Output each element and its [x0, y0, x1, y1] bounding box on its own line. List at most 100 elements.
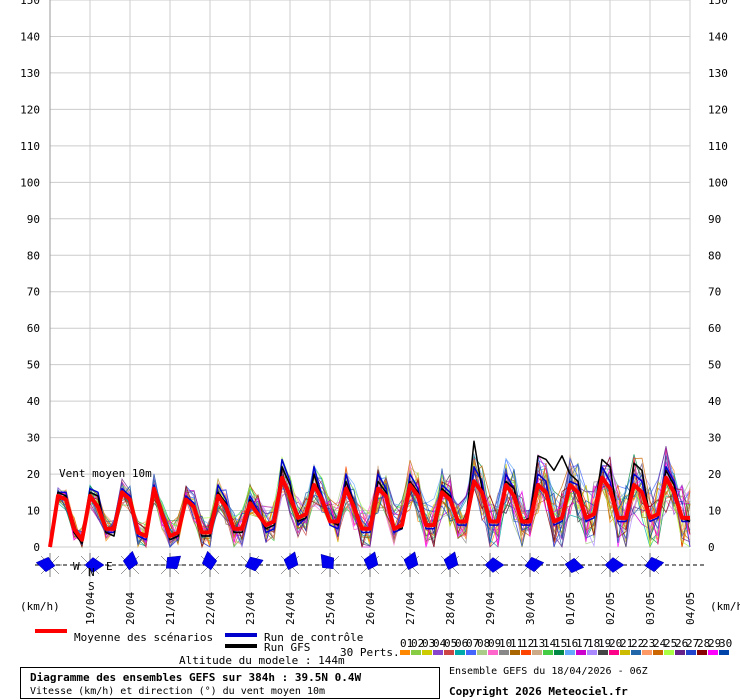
x-tick-label: 02/05: [604, 592, 617, 625]
pert-legend-swatch: [455, 650, 465, 655]
series-line: [48, 475, 690, 548]
x-tick-label: 24/04: [284, 592, 297, 625]
y-tick-label: 10: [27, 505, 40, 518]
wind-rose: [358, 551, 382, 577]
legend-gfs-swatch: [225, 644, 257, 648]
y-tick-label: 110: [708, 140, 728, 153]
pert-legend-label: 12: [521, 637, 534, 650]
pert-legend-swatch: [576, 650, 586, 655]
wind-rose: [238, 553, 264, 577]
pert-legend-swatch: [444, 650, 454, 655]
y-tick-label: 80: [708, 249, 721, 262]
pert-legend-swatch: [587, 650, 597, 655]
x-tick-label: 03/05: [644, 592, 657, 625]
wind-rose: [198, 550, 222, 577]
pert-legend-label: 20: [609, 637, 622, 650]
y-tick-label: 0: [708, 541, 715, 554]
pert-legend-swatch: [543, 650, 553, 655]
y-tick-label: 120: [20, 103, 40, 116]
y-tick-label: 50: [27, 359, 40, 372]
legend-control-label: Run de contrôle: [264, 631, 363, 644]
wind-rose-petal: [320, 553, 335, 570]
wind-rose-petal: [35, 556, 56, 573]
wind-rose: [78, 553, 105, 577]
wind-rose: [558, 553, 585, 577]
title-line1: Diagramme des ensembles GEFS sur 384h : …: [30, 671, 362, 684]
title-line2: Vitesse (km/h) et direction (°) du vent …: [30, 686, 326, 697]
wind-rose-petal: [84, 557, 105, 573]
y-tick-label: 130: [708, 67, 728, 80]
pert-legend-label: 02: [411, 637, 424, 650]
legend-gfs-label: Run GFS: [264, 641, 310, 654]
pert-legend-swatch: [686, 650, 696, 655]
y-tick-label: 110: [20, 140, 40, 153]
pert-legend-swatch: [609, 650, 619, 655]
pert-legend-swatch: [510, 650, 520, 655]
y-tick-label: 40: [708, 395, 721, 408]
pert-legend-label: 22: [631, 637, 644, 650]
wind-rose: [35, 553, 62, 577]
pert-legend-swatch: [675, 650, 685, 655]
pert-legend-swatch: [411, 650, 421, 655]
pert-legend-label: 28: [697, 637, 710, 650]
rose-e: E: [106, 560, 113, 573]
pert-legend-swatch: [477, 650, 487, 655]
wind-rose-petal: [363, 551, 379, 571]
x-axis: 19/04 20/04 21/04 22/04 23/04 24/04 25/04 26/04…: [84, 592, 697, 625]
series-layer: [48, 440, 691, 549]
y-tick-label: 130: [20, 67, 40, 80]
y-tick-label: 0: [33, 541, 40, 554]
pert-legend-label: 14: [543, 637, 557, 650]
wind-rose: [278, 551, 302, 577]
x-tick-label: 27/04: [404, 592, 417, 625]
y-tick-label: 20: [708, 468, 721, 481]
wind-rose-petal: [604, 557, 625, 573]
legend: Moyenne des scénarios Run de contrôle Ru…: [35, 629, 732, 667]
x-tick-label: 04/05: [684, 592, 697, 625]
pert-legend-label: 07: [466, 637, 479, 650]
y-axis-left: 0 10 20 30 40 50 60 70 80 90 100 110 120 130 140 150: [20, 0, 40, 554]
pert-legend-swatch: [532, 650, 542, 655]
y-tick-label: 40: [27, 395, 40, 408]
pert-legend-label: 19: [598, 637, 611, 650]
wind-rose: [478, 553, 505, 577]
pert-legend-label: 30: [719, 637, 732, 650]
legend-control-swatch: [225, 633, 257, 637]
wind-rose-petal: [524, 556, 545, 573]
y-tick-label: 80: [27, 249, 40, 262]
y-tick-label: 90: [27, 213, 40, 226]
wind-rose-petal: [165, 555, 182, 570]
y-tick-label: 100: [20, 176, 40, 189]
wind-rose-petal: [283, 551, 299, 571]
pert-legend-label: 06: [455, 637, 468, 650]
x-tick-label: 21/04: [164, 592, 177, 625]
wind-rose: [398, 551, 422, 577]
pert-legend-swatch: [708, 650, 718, 655]
chart-grid: [49, 0, 691, 600]
wind-rose: [318, 553, 342, 577]
y-tick-label: 50: [708, 359, 721, 372]
legend-mean-swatch: [35, 629, 67, 633]
unit-label-left: (km/h): [20, 600, 60, 613]
pert-legend-label: 04: [433, 637, 447, 650]
wind-rose-petal: [403, 551, 419, 571]
pert-legend-swatch: [422, 650, 432, 655]
pert-legend-swatch: [433, 650, 443, 655]
pert-legend-label: 27: [686, 637, 699, 650]
pert-legend-swatch: [642, 650, 652, 655]
wind-rose-petal: [122, 550, 139, 571]
pert-legend-swatch: [521, 650, 531, 655]
wind-rose: [638, 553, 665, 577]
x-tick-label: 30/04: [524, 592, 537, 625]
wind-rose: [118, 550, 142, 577]
x-tick-label: 01/05: [564, 592, 577, 625]
wind-rose-petal: [443, 551, 459, 571]
y-tick-label: 70: [708, 286, 721, 299]
pert-legend-swatch: [554, 650, 564, 655]
copyright: Copyright 2026 Meteociel.fr: [449, 685, 628, 698]
pert-legend-label: 08: [477, 637, 490, 650]
wind-roses: [35, 550, 705, 577]
wind-rose-petal: [564, 557, 585, 574]
run-info: Ensemble GEFS du 18/04/2026 - 06Z: [449, 666, 648, 677]
pert-legend-swatch: [565, 650, 575, 655]
